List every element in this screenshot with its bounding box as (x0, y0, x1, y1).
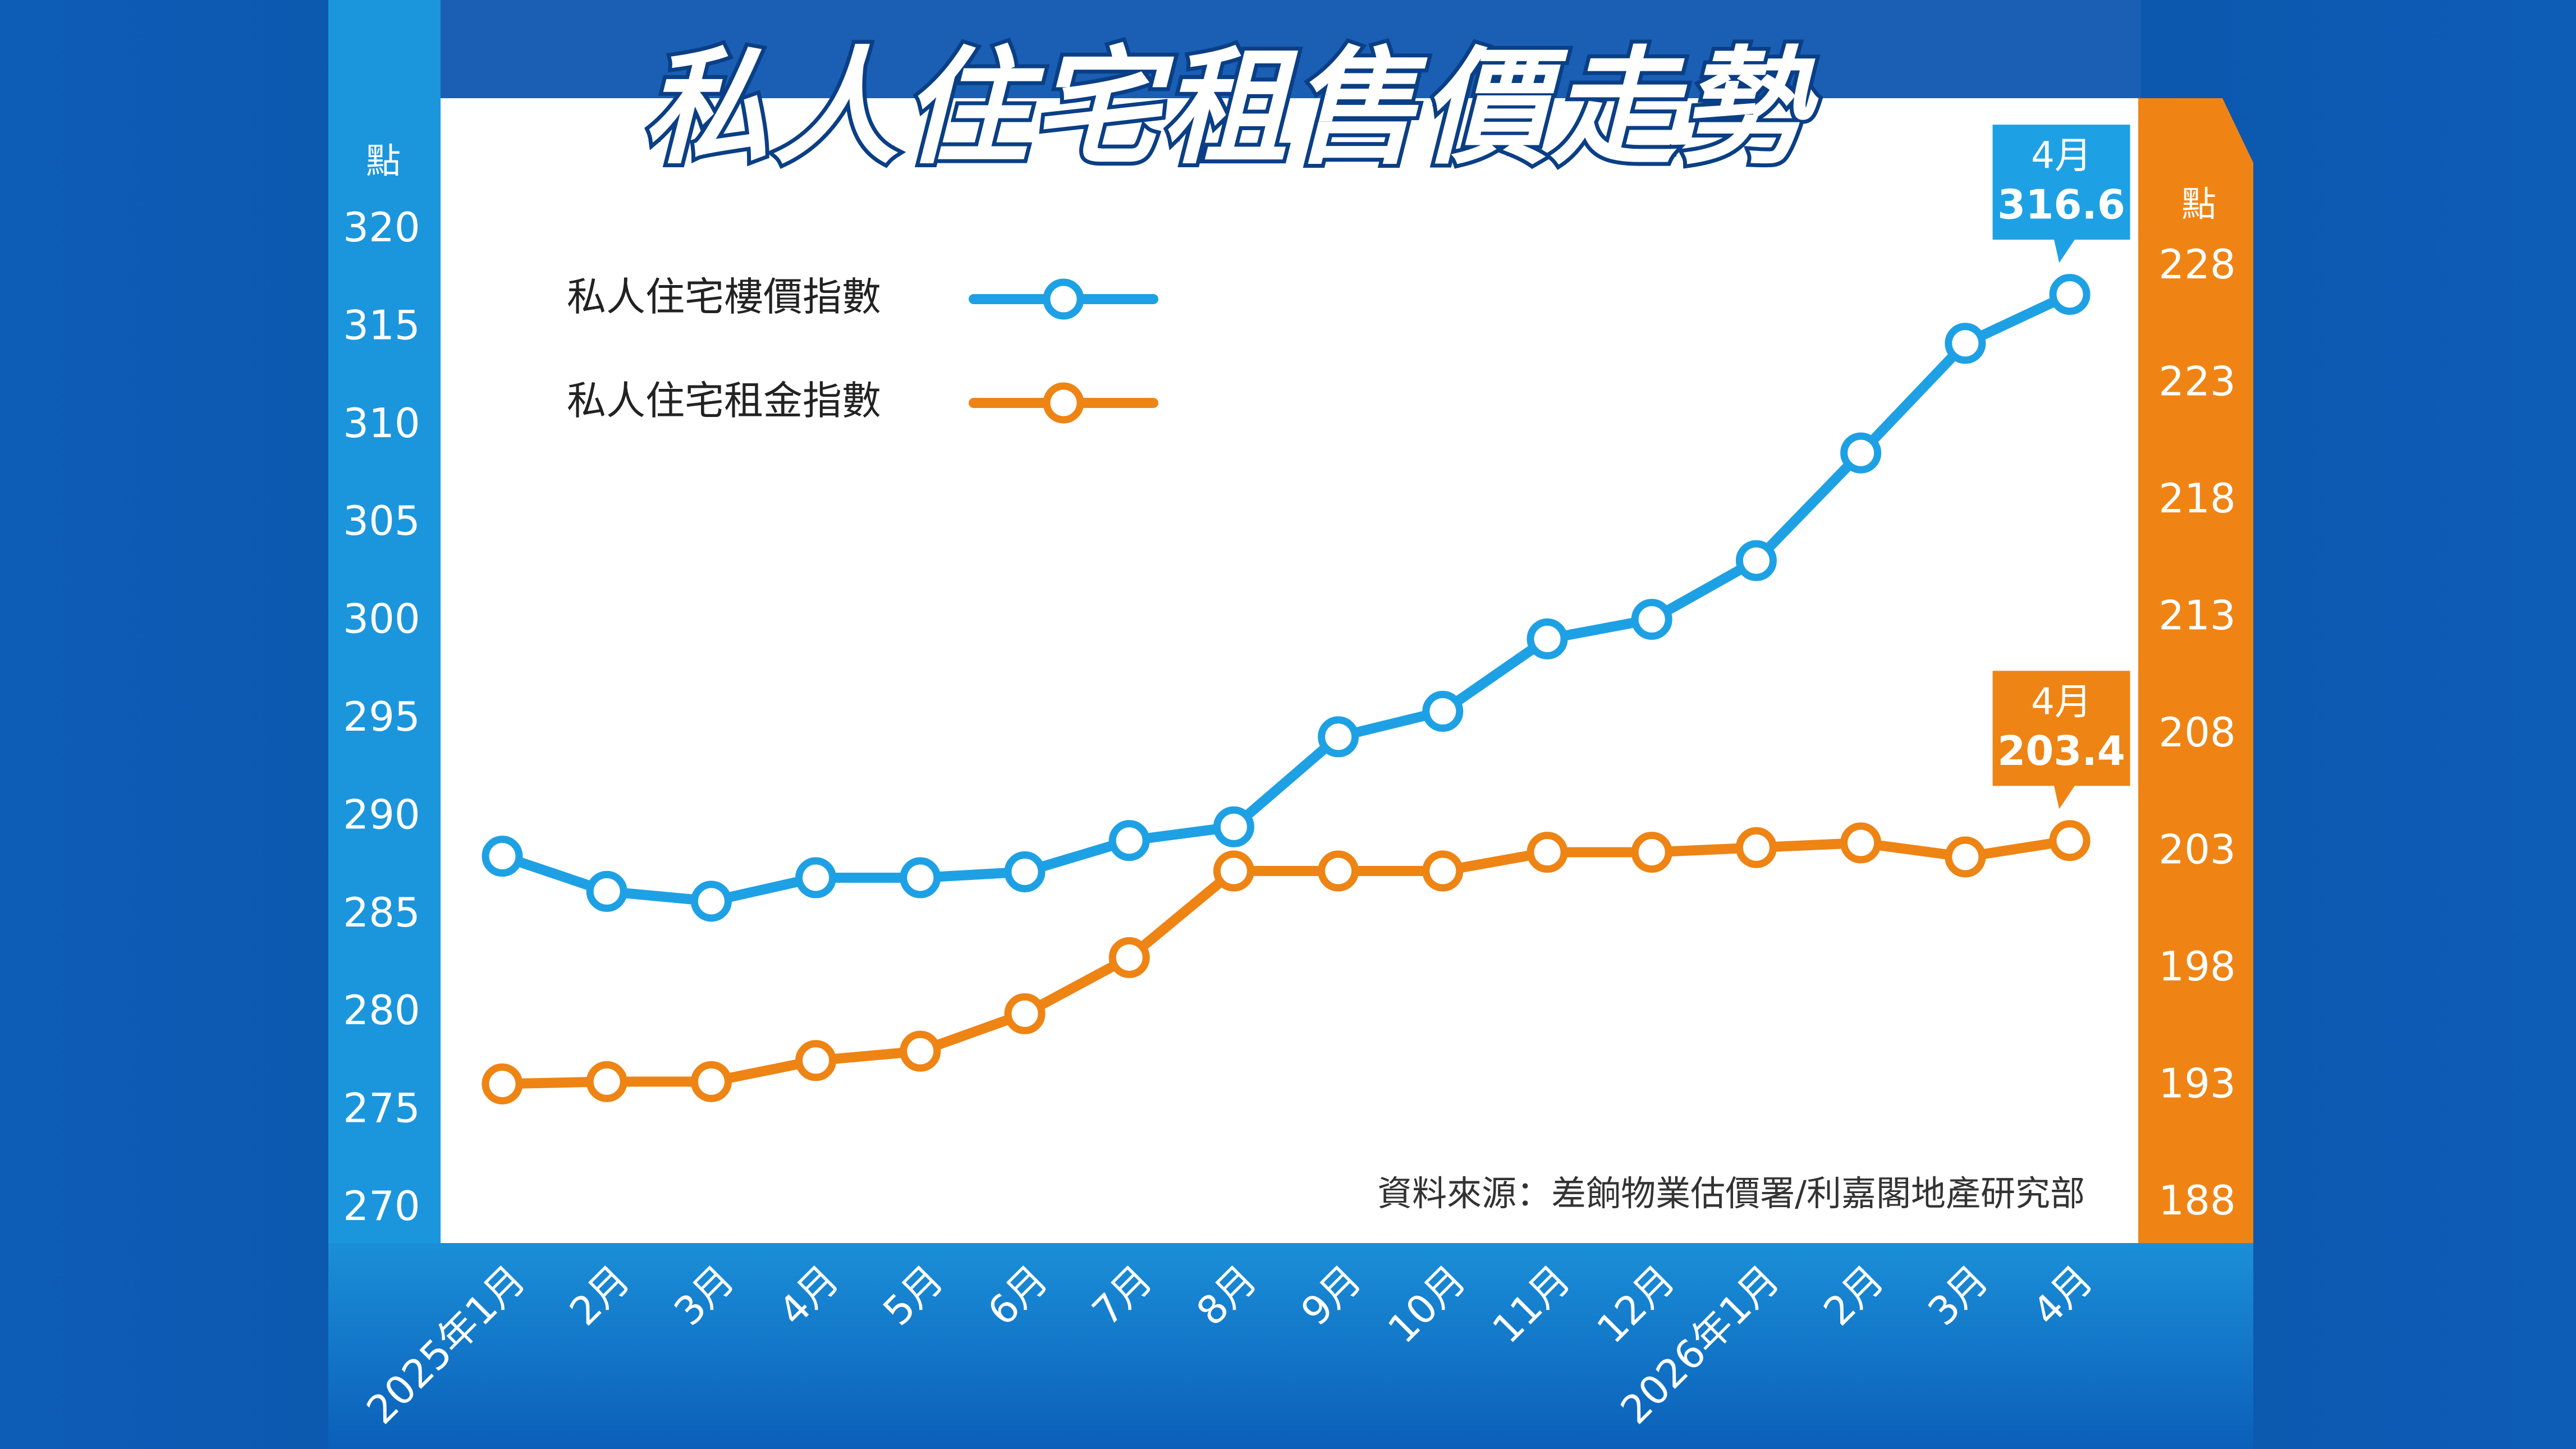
data-point (1735, 827, 1777, 868)
right-axis-unit: 點 (2181, 184, 2216, 224)
data-point (1527, 832, 1568, 873)
series-line (497, 835, 2075, 1089)
legend: 私人住宅樓價指數 私人住宅租金指數 (567, 274, 1158, 424)
data-point (1108, 820, 1150, 861)
right-tick-label: 223 (2158, 358, 2235, 405)
legend-label-rent: 私人住宅租金指數 (567, 378, 881, 424)
left-tick-label: 310 (343, 400, 420, 447)
data-point (1108, 937, 1150, 978)
data-point (1213, 806, 1254, 847)
data-point (690, 1061, 732, 1102)
callout-label: 4月 (2031, 680, 2092, 723)
callout-value: 203.4 (1997, 727, 2125, 774)
left-tick-label: 320 (343, 204, 420, 251)
legend-marker-price (1043, 278, 1084, 320)
data-point (1735, 540, 1777, 581)
callout-box (1990, 668, 2133, 817)
left-tick-label: 280 (343, 987, 420, 1034)
right-tick-label: 213 (2158, 592, 2235, 639)
series-line (497, 289, 2075, 906)
left-tick-label: 305 (343, 497, 420, 544)
data-point (586, 1061, 627, 1102)
right-tick-label: 203 (2158, 826, 2235, 873)
data-point (1318, 850, 1359, 892)
left-tick-label: 315 (343, 301, 420, 349)
right-tick-label: 198 (2158, 943, 2235, 990)
bottom-band (328, 1243, 2253, 1449)
series-price (482, 274, 2091, 922)
data-point (1213, 850, 1254, 892)
header-band (441, 0, 2141, 98)
data-point (1004, 993, 1046, 1034)
data-point (795, 1040, 837, 1081)
data-point (2049, 274, 2091, 315)
right-tick-label: 218 (2158, 475, 2235, 522)
data-point (1422, 850, 1464, 892)
left-tick-label: 290 (343, 791, 420, 838)
data-point (586, 870, 627, 912)
data-point (1631, 599, 1672, 640)
right-tick-label: 188 (2158, 1177, 2235, 1224)
data-point (900, 857, 941, 898)
callout-box (1990, 122, 2133, 270)
source-note: 資料來源：差餉物業估價署/利嘉閣地產研究部 (1377, 1173, 2085, 1214)
data-point (1840, 432, 1882, 474)
plot-area (441, 98, 2138, 1243)
data-point (1840, 822, 1882, 864)
left-tick-label: 270 (343, 1182, 420, 1230)
left-tick-label: 285 (343, 889, 420, 936)
legend-label-price: 私人住宅樓價指數 (567, 274, 881, 320)
callout-label: 4月 (2031, 134, 2092, 177)
data-point (482, 1063, 523, 1104)
data-point (690, 881, 732, 922)
data-point (2049, 820, 2091, 861)
data-point (1631, 832, 1672, 873)
right-tick-label: 228 (2158, 241, 2235, 288)
left-axis-unit: 點 (366, 140, 401, 181)
left-tick-label: 295 (343, 693, 420, 740)
data-point (795, 857, 837, 898)
data-point (1422, 691, 1464, 732)
left-axis-ticks: 320 315 310 305 300 295 290 285 280 275 270 (343, 204, 420, 1230)
data-point (1318, 716, 1359, 758)
left-tick-label: 275 (343, 1085, 420, 1132)
data-point (1945, 836, 1986, 878)
legend-marker-rent (1043, 382, 1084, 424)
series-layer (482, 274, 2091, 1104)
right-tick-label: 193 (2158, 1060, 2235, 1107)
series-rent (482, 820, 2091, 1104)
data-point (482, 836, 523, 877)
data-point (1527, 618, 1568, 659)
left-tick-label: 300 (343, 595, 420, 643)
right-axis-ticks: 228 223 218 213 208 203 198 193 188 (2158, 241, 2235, 1224)
data-point (1945, 323, 1986, 364)
right-tick-label: 208 (2158, 709, 2235, 756)
data-point (900, 1030, 941, 1072)
data-point (1004, 851, 1046, 893)
chart-title: 私人住宅租售價走勢 (643, 35, 1819, 182)
left-axis-band (328, 0, 441, 1243)
right-axis-band (2138, 98, 2253, 1243)
callout-value: 316.6 (1997, 181, 2125, 228)
